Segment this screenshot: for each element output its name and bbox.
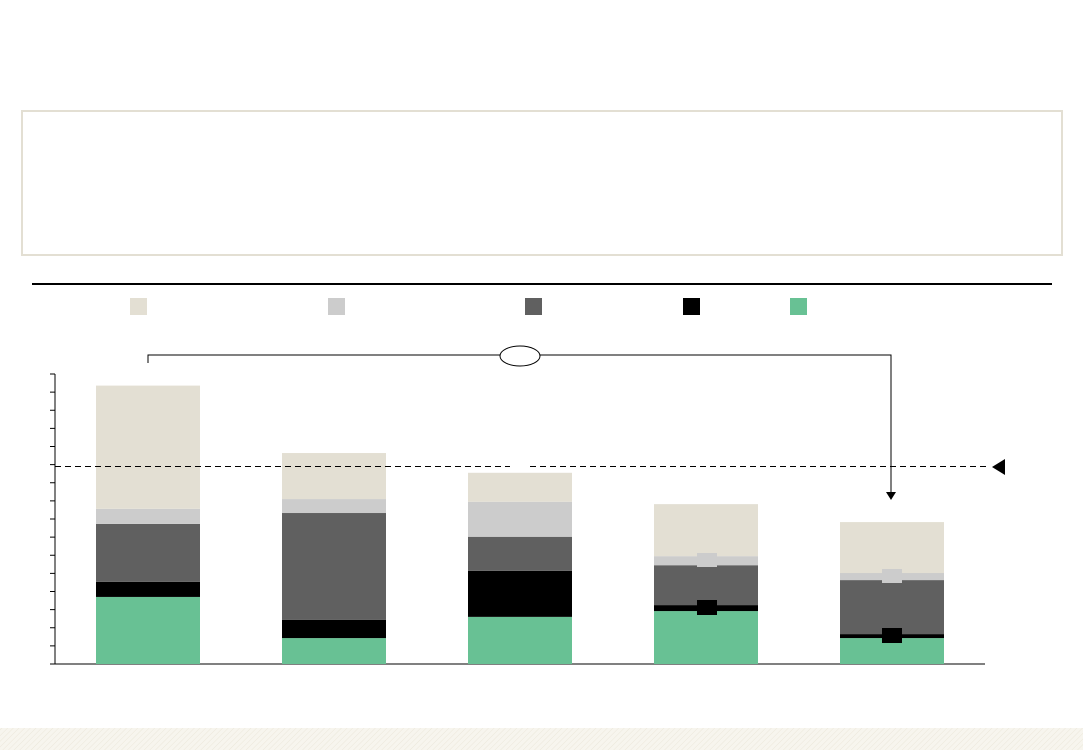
overlay [697,553,902,643]
text-box [21,110,1063,256]
bar-segment [282,499,386,514]
bar-segment [96,596,200,664]
marker-square [882,628,902,643]
marker-square [697,553,717,567]
legend-swatch [525,298,542,315]
bar-segment [654,504,758,557]
legend-swatch [328,298,345,315]
bar-segment [468,472,572,502]
bar-segment [654,565,758,606]
bar-segment [468,536,572,571]
bar-segment [468,570,572,617]
legend-swatch [683,298,700,315]
legend-swatch [130,298,147,315]
bar-segment [282,638,386,664]
bracket [147,354,892,492]
bar-segment [282,619,386,639]
marker [992,459,1005,475]
legend-swatch [790,298,807,315]
bar-segment [96,523,200,582]
bar-segment [96,581,200,597]
bar-segment [468,616,572,664]
arrow-head [886,492,896,500]
marker-square [697,600,717,615]
bar-segment [654,611,758,664]
footer [0,728,1083,750]
oval [499,345,541,367]
bar-segment [96,508,200,524]
marker-square [882,569,902,583]
bar-segment [840,580,944,635]
bar-segment [282,453,386,500]
bar-segment [282,513,386,620]
bar-segment [840,522,944,574]
bar-segment [468,501,572,537]
bar-segment [96,385,200,509]
